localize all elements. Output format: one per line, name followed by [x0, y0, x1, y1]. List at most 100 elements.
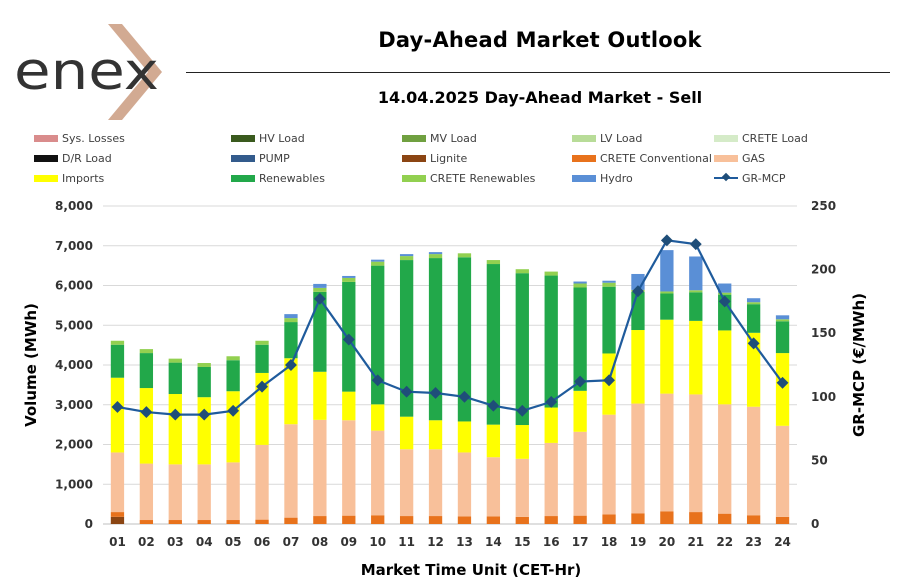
y-tick-label: 8,000 [55, 199, 93, 213]
bar-renewables [631, 291, 645, 331]
legend-swatch [34, 134, 58, 142]
legend-label: HV Load [259, 131, 305, 145]
bar-crete_renewables [428, 254, 443, 259]
bar-hydro [660, 250, 674, 292]
bar-renewables [284, 322, 298, 359]
bar-hydro [689, 256, 703, 291]
bar-crete_renewables [342, 277, 356, 282]
gr-mcp-point [776, 376, 789, 389]
bar-imports [631, 330, 645, 404]
bar-crete_conventional [255, 519, 269, 524]
bar-crete_conventional [428, 516, 443, 524]
bar-crete_renewables [313, 287, 327, 292]
chart-subtitle: 14.04.2025 Day-Ahead Market - Sell [377, 88, 703, 107]
bar-crete_conventional [168, 520, 182, 524]
bar-gas [689, 394, 703, 513]
gr-mcp-point [429, 387, 442, 399]
bar-crete_conventional [718, 513, 732, 524]
y-axis-title: Volume (MWh) [22, 303, 40, 427]
x-tick-label: 21 [687, 535, 704, 549]
bar-renewables [399, 260, 414, 417]
bar-renewables [457, 257, 472, 422]
x-tick-label: 17 [572, 535, 589, 549]
bar-imports [775, 353, 790, 426]
logo-chevron-lower [108, 72, 162, 120]
legend-label: MV Load [430, 131, 477, 145]
bar-gas [371, 430, 385, 516]
bar-gas [139, 463, 154, 521]
title-divider [186, 72, 890, 73]
x-tick-label: 10 [369, 535, 386, 549]
x-tick-label: 06 [254, 535, 271, 549]
bar-crete_conventional [457, 516, 472, 524]
bar-crete_conventional [689, 512, 703, 524]
legend-item-crete_load: CRETE Load [714, 130, 808, 146]
x-tick-label: 18 [601, 535, 618, 549]
legend-swatch [34, 154, 58, 162]
bar-renewables [573, 287, 587, 391]
bar-crete_renewables [139, 349, 154, 354]
x-tick-label: 19 [630, 535, 647, 549]
y-tick-label: 7,000 [55, 239, 93, 253]
bar-crete_renewables [110, 340, 125, 345]
x-tick-label: 08 [312, 535, 329, 549]
bar-hydro [313, 283, 327, 288]
bar-crete_renewables [226, 356, 240, 361]
gr-mcp-point [574, 375, 587, 388]
x-tick-label: 05 [225, 535, 242, 549]
gr-mcp-point [313, 292, 326, 305]
bar-imports [515, 425, 529, 459]
legend-item-gr_mcp: GR-MCP [714, 170, 786, 186]
bar-gas [399, 449, 414, 517]
bar-crete_renewables [371, 261, 385, 266]
enex-logo-graphic: enex [14, 24, 162, 120]
bar-renewables [168, 362, 182, 395]
bar-crete_renewables [602, 282, 616, 287]
bar-renewables [515, 273, 529, 426]
legend-label: PUMP [259, 151, 290, 165]
legend-label: D/R Load [62, 151, 112, 165]
bar-crete_conventional [197, 520, 211, 524]
bar-imports [342, 391, 356, 421]
x-tick-label: 01 [109, 535, 126, 549]
bar-imports [371, 404, 385, 431]
bar-crete_conventional [515, 516, 529, 524]
bar-gas [313, 419, 327, 517]
bar-crete_renewables [284, 318, 298, 323]
bar-crete_conventional [399, 516, 414, 524]
x-tick-label: 12 [427, 535, 444, 549]
bar-gas [486, 457, 501, 517]
bar-crete_conventional [602, 514, 616, 524]
bar-gas [573, 431, 587, 516]
bar-crete_conventional [775, 516, 790, 524]
bar-crete_renewables [168, 358, 182, 363]
bar-imports [313, 371, 327, 420]
x-tick-label: 02 [138, 535, 155, 549]
bar-imports [486, 424, 501, 458]
bar-gas [775, 425, 790, 517]
bar-crete_conventional [486, 516, 501, 524]
y-tick-label: 6,000 [55, 279, 93, 293]
y-tick-label: 2,000 [55, 438, 93, 452]
bar-imports [168, 394, 182, 465]
bar-hydro [284, 314, 298, 319]
bar-renewables [544, 275, 558, 408]
legend-item-pump: PUMP [231, 150, 290, 166]
bar-crete_conventional [371, 515, 385, 524]
bar-renewables [313, 291, 327, 372]
legend-item-sys_losses: Sys. Losses [34, 130, 125, 146]
bar-renewables [255, 344, 269, 373]
y-tick-label: 4,000 [55, 358, 93, 372]
legend-label: GAS [742, 151, 766, 165]
bar-hydro [428, 252, 443, 255]
bar-crete_conventional [313, 516, 327, 524]
y2-tick-label: 250 [811, 199, 836, 213]
bar-gas [255, 444, 269, 520]
bar-imports [226, 391, 240, 463]
legend-swatch [402, 154, 426, 162]
bar-crete_conventional [110, 512, 125, 517]
bar-gas [428, 449, 443, 517]
bar-crete_conventional [573, 515, 587, 524]
bar-hydro [399, 254, 414, 257]
x-tick-label: 03 [167, 535, 184, 549]
